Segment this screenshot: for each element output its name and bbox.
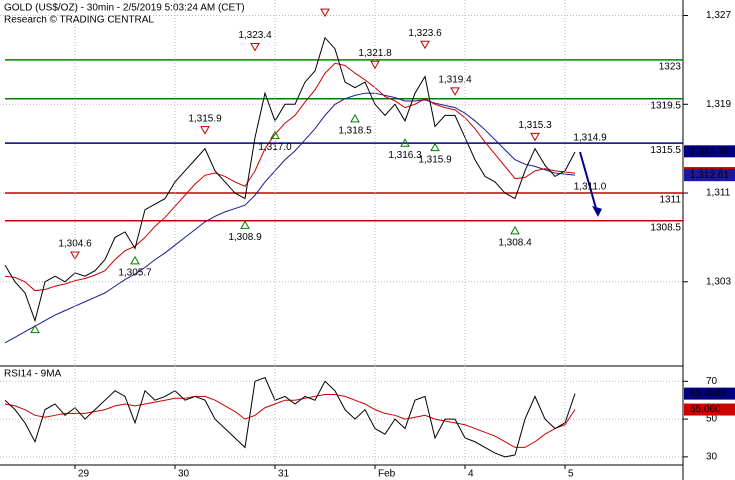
pivot-label: 1,316.3 [388,150,422,161]
pivot-marker [370,60,380,70]
pivot-marker [130,255,140,265]
forecast-arrowhead [592,205,602,217]
pivot-marker [530,132,540,142]
level-label: 1308.5 [650,222,681,233]
pivot-marker [320,8,330,18]
pivot-label: 1,323.6 [408,28,442,39]
pivot-marker [400,138,410,147]
x-tick-label: 30 [178,469,190,480]
pivot-label: 1,308.4 [498,238,532,249]
forecast-label: 1,311.0 [574,182,607,193]
last-value-tag [684,403,735,416]
last-value-label: 63.4848 [690,388,727,399]
last-value-label: 55.060 [690,404,721,415]
pivot-label: 1,315.3 [518,120,552,131]
pivot-marker [200,126,210,135]
last-value-tag [684,145,735,158]
last-value-label: 1,312.61 [690,170,729,181]
y-tick-label: 50 [706,414,718,425]
pivot-marker [30,324,40,334]
pivot-label: 1,304.6 [58,239,92,250]
forecast-arrow [579,151,598,213]
level-label: 1315.5 [650,145,681,156]
series-line [4,36,576,323]
rsi-title: RSI14 - 9MA [4,369,62,380]
y-tick-label: 1,303 [706,276,731,287]
pivot-label: 1,305.7 [118,267,152,278]
y-tick-label: 1,319 [706,99,731,110]
series-line [4,92,576,344]
forecast-label: 1,314.9 [573,132,607,143]
pivot-marker [450,87,460,96]
pivot-label: 1,318.5 [338,125,372,136]
last-value-tag [684,387,735,400]
chart-title: GOLD (US$/OZ) - 30min - 2/5/2019 5:03:24… [4,3,245,14]
pivot-marker [250,42,260,52]
x-tick-label: 31 [278,469,290,480]
x-tick-label: 5 [568,469,574,480]
pivot-label: 1,319.4 [438,74,472,85]
pivot-marker [510,225,520,235]
x-tick-label: Feb [378,469,396,480]
y-tick-label: 30 [706,452,718,463]
x-tick-label: 29 [78,469,90,480]
last-value-label: 1,314.76 [690,146,729,157]
x-tick-label: 4 [468,469,474,480]
level-label: 1319.5 [650,100,681,111]
pivot-label: 1,315.9 [418,154,452,165]
chart-subtitle: Research © TRADING CENTRAL [4,15,154,26]
y-tick-label: 1,311 [706,188,731,199]
y-tick-label: 1,327 [706,10,731,21]
series-line [4,376,576,458]
y-tick-label: 70 [706,376,718,387]
pivot-label: 1,315.9 [188,113,222,124]
pivot-label: 1,308.9 [228,232,262,243]
level-label: 1323 [659,62,682,73]
pivot-marker [430,142,440,152]
pivot-marker [420,40,430,50]
pivot-marker [240,220,250,229]
pivot-marker [350,113,360,123]
series-line [4,62,576,292]
pivot-label: 1,321.8 [358,48,392,59]
last-value-tag [684,169,735,182]
level-label: 1311 [659,195,681,206]
pivot-label: 1,323.4 [238,30,272,41]
